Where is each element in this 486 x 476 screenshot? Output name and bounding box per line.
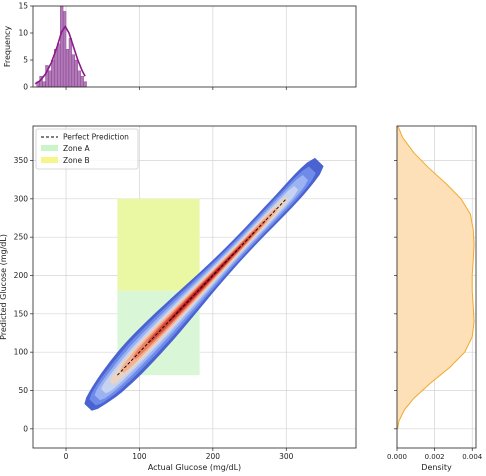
legend: Perfect Prediction Zone A Zone B bbox=[35, 128, 139, 170]
zone-zone-b bbox=[117, 198, 200, 291]
right-xtick-label: 0.004 bbox=[462, 453, 483, 461]
top-ytick-label: 5 bbox=[23, 56, 28, 65]
right-ticks: 0.000 0.002 0.004 bbox=[387, 160, 483, 461]
histogram-bar bbox=[60, 5, 64, 88]
right-xlabel: Density bbox=[421, 463, 452, 472]
legend-zone-a-swatch bbox=[41, 145, 58, 151]
histogram-bar bbox=[57, 43, 61, 88]
legend-perfect-prediction-label: Perfect Prediction bbox=[63, 133, 129, 142]
top-marginal-panel: 0 5 10 15 Frequency bbox=[3, 2, 357, 92]
histogram-bar bbox=[71, 54, 75, 88]
main-axes-frame bbox=[32, 125, 357, 449]
top-ytick-label: 0 bbox=[23, 83, 28, 92]
histogram-bar bbox=[77, 70, 81, 88]
histogram-bar bbox=[65, 49, 70, 88]
right-density-fill bbox=[397, 126, 475, 429]
main-ticks: 0 100 200 300 0 50 100 150 200 250 300 350 bbox=[14, 156, 294, 461]
top-ytick-label: 15 bbox=[18, 2, 28, 11]
right-xtick-label: 0.000 bbox=[387, 453, 407, 461]
main-xlabel: Actual Glucose (mg/dL) bbox=[148, 463, 241, 472]
main-ytick-label: 250 bbox=[14, 233, 29, 242]
histogram-bar bbox=[48, 70, 52, 88]
histogram-bar bbox=[42, 81, 46, 88]
right-axes-frame bbox=[396, 125, 477, 449]
main-xtick-label: 100 bbox=[132, 452, 147, 461]
main-ytick-label: 0 bbox=[23, 424, 28, 433]
main-ytick-label: 150 bbox=[14, 309, 29, 318]
legend-zone-b-swatch bbox=[41, 157, 58, 163]
top-axes-frame bbox=[32, 5, 357, 88]
main-ytick-label: 200 bbox=[14, 271, 29, 280]
main-ytick-label: 50 bbox=[18, 386, 28, 395]
top-ticks: 0 5 10 15 bbox=[18, 2, 287, 92]
histogram-bar bbox=[68, 38, 73, 88]
main-xtick-label: 200 bbox=[206, 452, 221, 461]
legend-box bbox=[35, 128, 139, 170]
top-ytick-label: 10 bbox=[18, 29, 28, 38]
main-ylabel: Predicted Glucose (mg/dL) bbox=[0, 234, 8, 340]
histogram-bar bbox=[80, 76, 84, 88]
main-ytick-label: 100 bbox=[14, 348, 29, 357]
histogram-bar bbox=[83, 81, 87, 88]
histogram-bar bbox=[51, 59, 55, 88]
main-ytick-label: 300 bbox=[14, 194, 29, 203]
main-xtick-label: 300 bbox=[279, 452, 294, 461]
histogram-bar bbox=[74, 59, 78, 88]
top-kde-curve bbox=[34, 24, 86, 85]
top-ylabel: Frequency bbox=[3, 26, 12, 68]
right-density-line bbox=[397, 125, 475, 429]
top-gridlines bbox=[65, 6, 287, 87]
legend-zone-a-label: Zone A bbox=[63, 144, 90, 153]
main-panel: 0 100 200 300 0 50 100 150 200 250 300 350 Actual G… bbox=[0, 125, 357, 472]
histogram-bar bbox=[62, 11, 67, 88]
right-marginal-panel: 0.000 0.002 0.004 Density bbox=[387, 125, 483, 472]
legend-zone-b-label: Zone B bbox=[63, 156, 90, 165]
perfect-prediction-line bbox=[117, 198, 287, 376]
main-xtick-label: 0 bbox=[64, 452, 69, 461]
right-xtick-label: 0.002 bbox=[425, 453, 445, 461]
main-ytick-label: 350 bbox=[14, 156, 29, 165]
